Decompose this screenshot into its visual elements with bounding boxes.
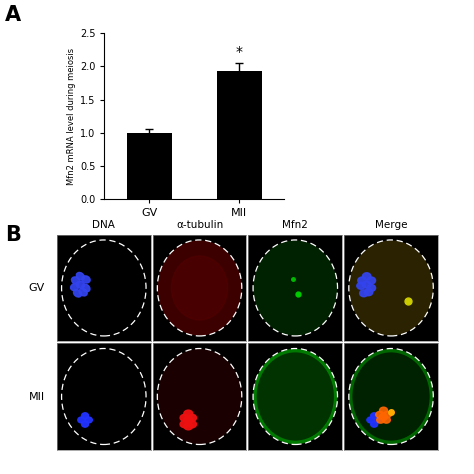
Text: Merge: Merge bbox=[375, 220, 407, 230]
Ellipse shape bbox=[72, 277, 80, 284]
Ellipse shape bbox=[180, 414, 189, 421]
Ellipse shape bbox=[371, 421, 378, 427]
Ellipse shape bbox=[158, 241, 241, 335]
Ellipse shape bbox=[383, 411, 391, 418]
Ellipse shape bbox=[371, 413, 378, 419]
Ellipse shape bbox=[184, 423, 193, 430]
Ellipse shape bbox=[254, 350, 337, 444]
Bar bbox=[217, 71, 262, 199]
Ellipse shape bbox=[82, 421, 89, 427]
Bar bbox=[127, 133, 172, 199]
Ellipse shape bbox=[376, 411, 384, 418]
Ellipse shape bbox=[184, 417, 193, 423]
Ellipse shape bbox=[82, 284, 90, 292]
Ellipse shape bbox=[78, 417, 85, 423]
Ellipse shape bbox=[363, 281, 371, 288]
Ellipse shape bbox=[82, 413, 89, 419]
Ellipse shape bbox=[184, 410, 193, 417]
Ellipse shape bbox=[380, 407, 388, 413]
Ellipse shape bbox=[254, 241, 337, 335]
Ellipse shape bbox=[367, 277, 375, 284]
Ellipse shape bbox=[85, 417, 92, 423]
Ellipse shape bbox=[63, 241, 145, 335]
Ellipse shape bbox=[82, 276, 90, 283]
Ellipse shape bbox=[380, 413, 388, 420]
Ellipse shape bbox=[76, 273, 84, 280]
Ellipse shape bbox=[367, 417, 374, 423]
Ellipse shape bbox=[180, 421, 189, 428]
Ellipse shape bbox=[188, 414, 197, 421]
Ellipse shape bbox=[79, 289, 87, 296]
Text: B: B bbox=[5, 225, 20, 245]
Text: GV: GV bbox=[29, 283, 45, 293]
Ellipse shape bbox=[374, 417, 382, 423]
Ellipse shape bbox=[383, 417, 391, 423]
Ellipse shape bbox=[365, 289, 373, 296]
Ellipse shape bbox=[73, 290, 82, 297]
Text: MII: MII bbox=[29, 392, 45, 401]
Y-axis label: Mfn2 mRNA level during meiosis: Mfn2 mRNA level during meiosis bbox=[66, 47, 75, 185]
Text: DNA: DNA bbox=[92, 220, 115, 230]
Ellipse shape bbox=[363, 273, 371, 280]
Ellipse shape bbox=[76, 281, 84, 288]
Ellipse shape bbox=[357, 283, 365, 289]
Ellipse shape bbox=[188, 421, 197, 428]
Ellipse shape bbox=[63, 350, 145, 444]
Ellipse shape bbox=[71, 283, 79, 291]
Ellipse shape bbox=[350, 241, 432, 335]
Text: *: * bbox=[236, 45, 243, 59]
Text: Mfn2: Mfn2 bbox=[283, 220, 308, 230]
Ellipse shape bbox=[172, 256, 228, 320]
Ellipse shape bbox=[158, 350, 241, 444]
Text: α-tubulin: α-tubulin bbox=[176, 220, 223, 230]
Ellipse shape bbox=[360, 290, 368, 297]
Text: A: A bbox=[5, 5, 21, 25]
Ellipse shape bbox=[367, 284, 375, 292]
Ellipse shape bbox=[358, 277, 366, 284]
Ellipse shape bbox=[350, 350, 432, 444]
Ellipse shape bbox=[377, 417, 385, 423]
